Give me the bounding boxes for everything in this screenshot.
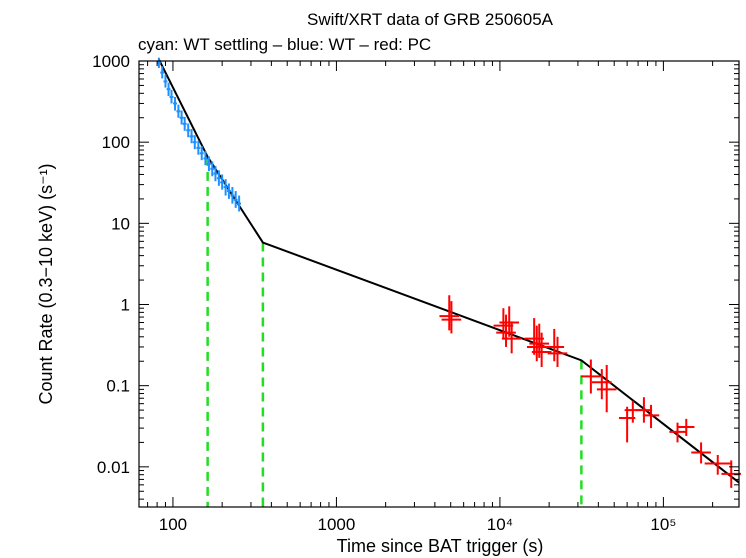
model-fit-line <box>157 58 740 484</box>
x-tick-label: 100 <box>159 515 187 534</box>
x-tick-label: 10⁵ <box>650 515 676 534</box>
y-tick-label: 1 <box>121 296 130 315</box>
y-tick-label: 0.01 <box>97 458 130 477</box>
y-tick-label: 100 <box>102 133 130 152</box>
y-axis-label: Count Rate (0.3−10 keV) (s⁻¹) <box>36 163 56 404</box>
x-axis-label: Time since BAT trigger (s) <box>337 536 544 556</box>
plot-frame <box>138 60 740 508</box>
y-tick-label: 1000 <box>92 52 130 71</box>
chart-subtitle: cyan: WT settling – blue: WT – red: PC <box>138 35 431 54</box>
data-series <box>156 57 742 488</box>
x-axis-ticks: 100 1000 10⁴ 10⁵ <box>147 61 714 534</box>
chart-title: Swift/XRT data of GRB 250605A <box>307 10 554 29</box>
x-tick-label: 10⁴ <box>487 515 513 534</box>
x-tick-label: 1000 <box>318 515 356 534</box>
model-fit-lines <box>157 58 740 484</box>
y-axis-ticks: 1000 100 10 1 0.1 0.01 <box>92 52 739 500</box>
y-tick-label: 0.1 <box>106 377 130 396</box>
break-lines <box>206 156 583 507</box>
y-tick-label: 10 <box>111 214 130 233</box>
